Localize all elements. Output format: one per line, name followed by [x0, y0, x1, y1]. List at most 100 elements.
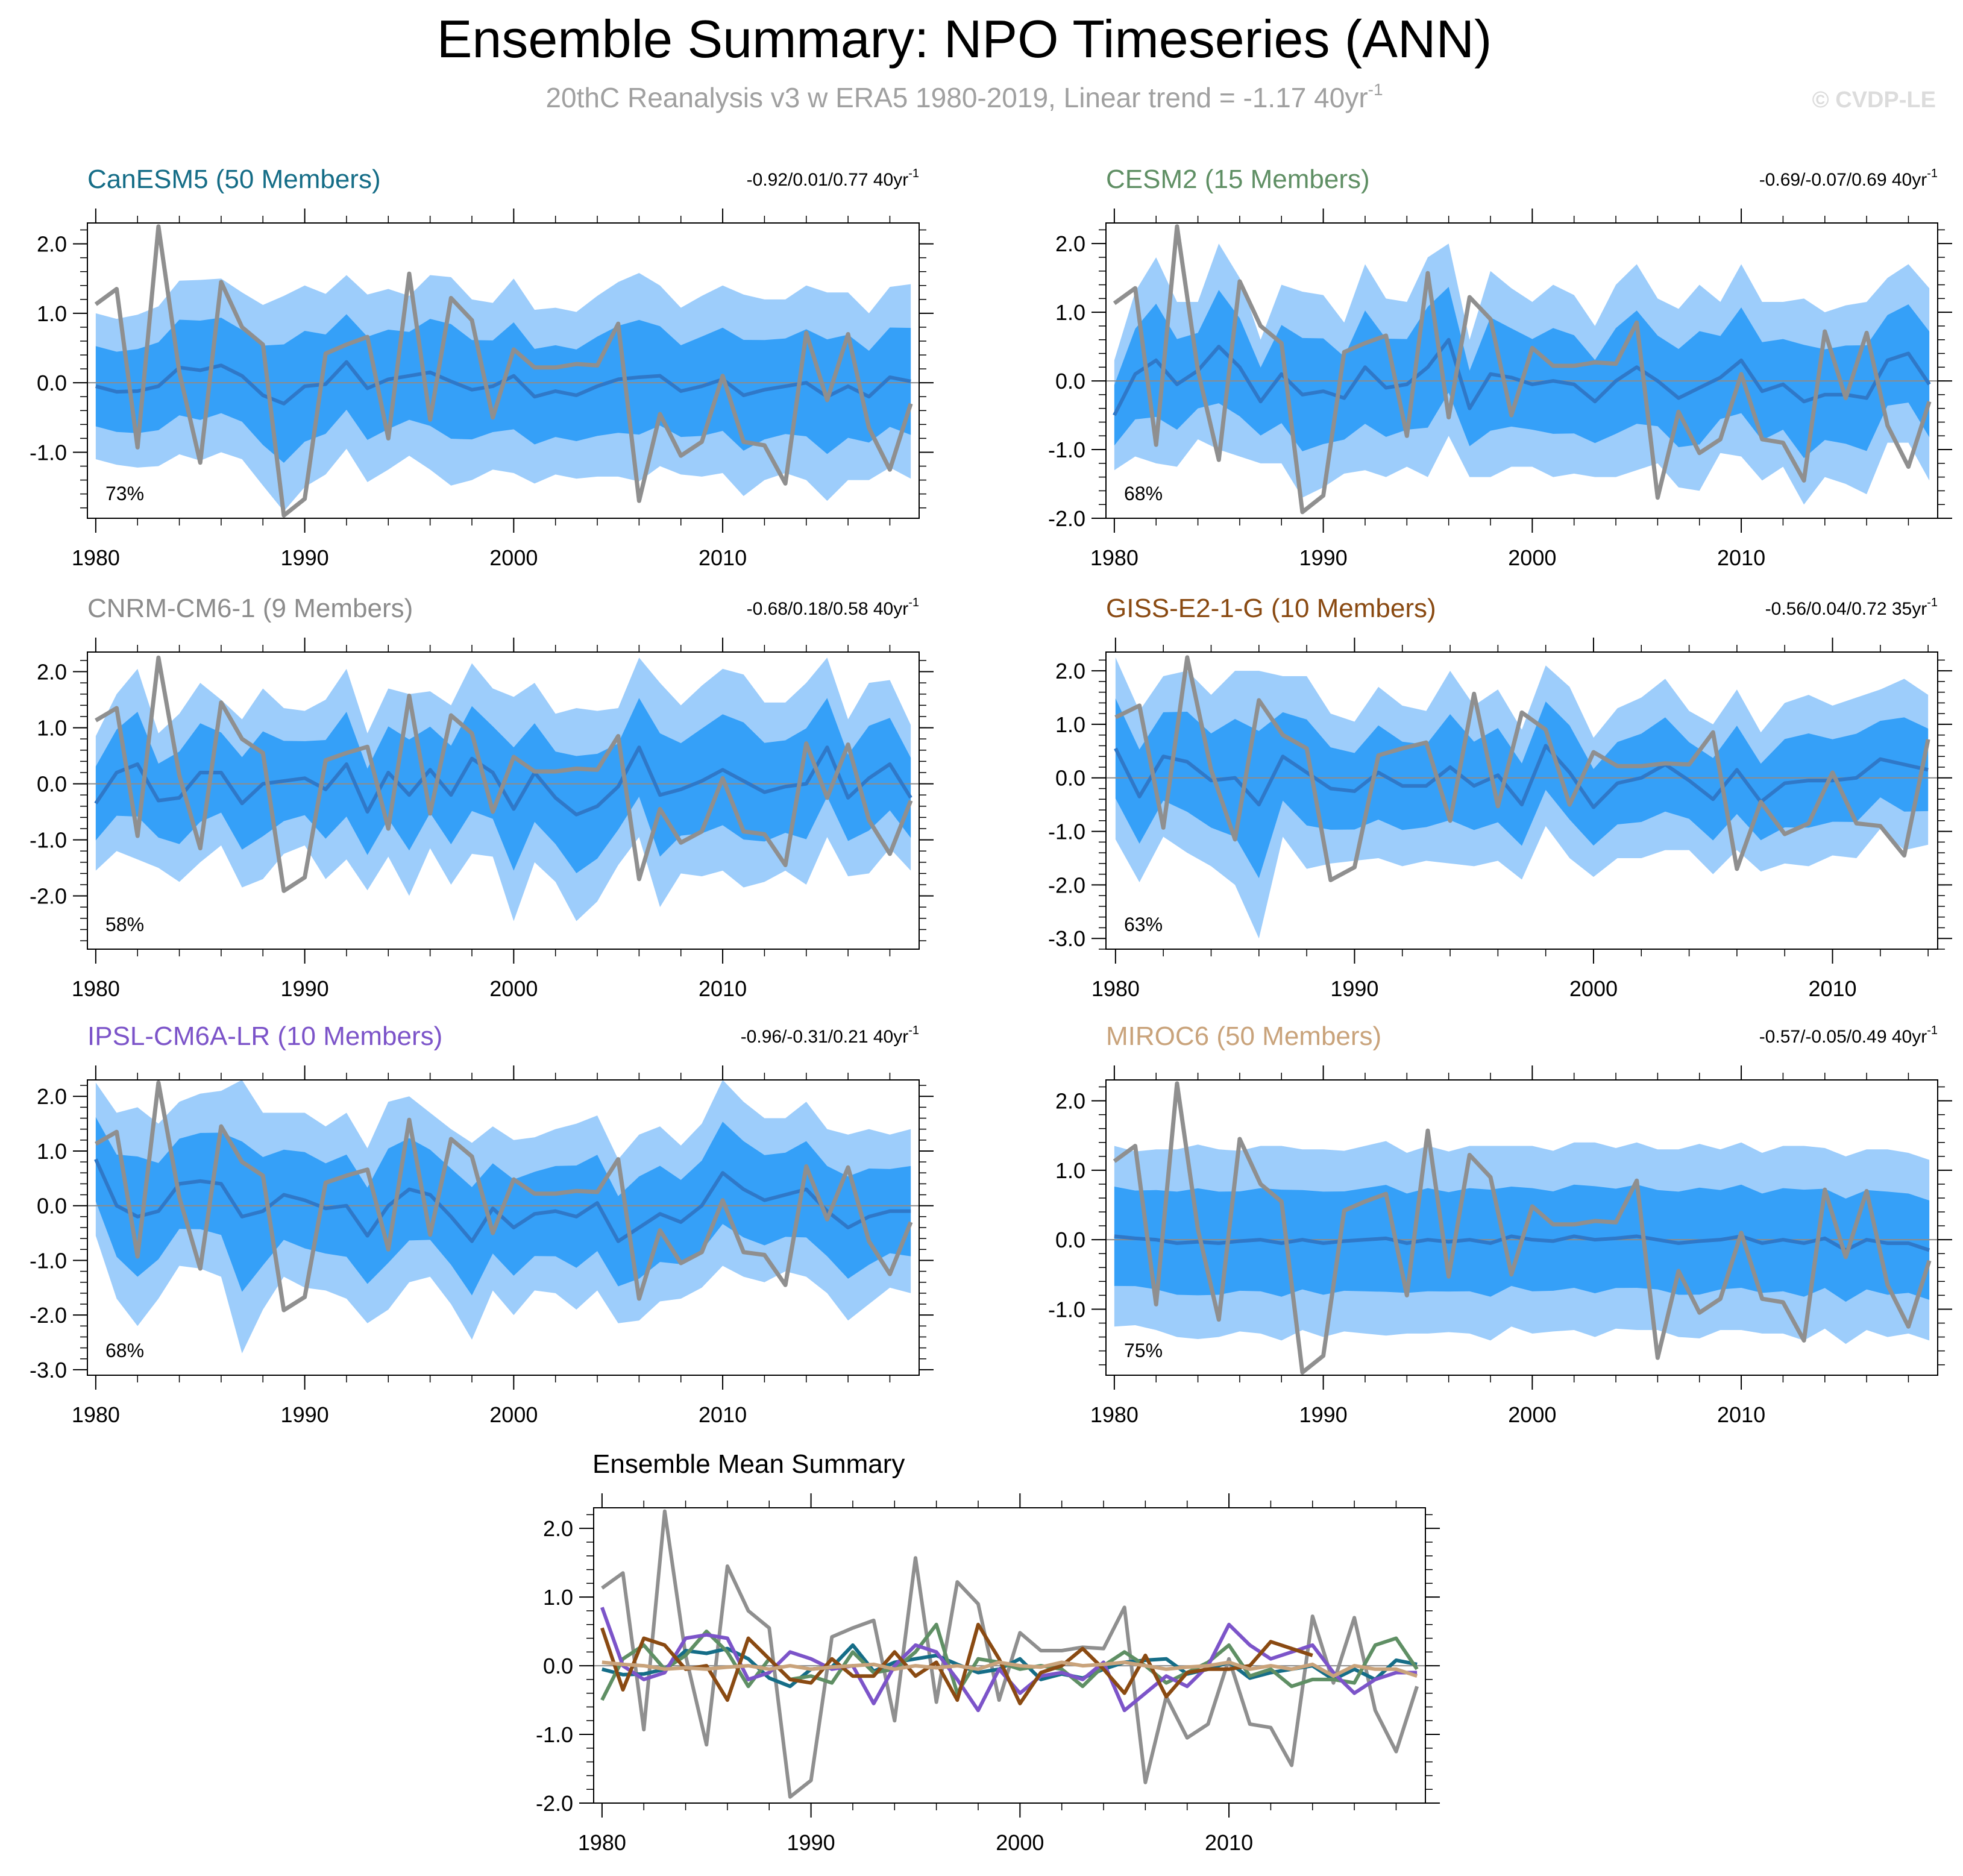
percent-label: 68% — [1124, 483, 1163, 504]
y-tick-label: 0.0 — [1055, 1228, 1085, 1252]
chart-panel-2: -2.0 -1.0 0.0 1.0 2.0 1980 1990 2000 2010 CESM2 (… — [1048, 165, 1952, 570]
trend-label-sup: -1 — [1927, 167, 1938, 180]
series-line-5 — [600, 1622, 1313, 1705]
y-tick-label: -1.0 — [1048, 1297, 1085, 1322]
chart-panel-7: -2.0 -1.0 0.0 1.0 2.0 1980 1990 2000 2010 Ensembl… — [536, 1449, 1440, 1855]
y-tick-label: 1.0 — [37, 716, 67, 741]
y-tick-label: 0.0 — [37, 1194, 67, 1219]
y-tick-label: -2.0 — [30, 1303, 67, 1328]
panel-title: IPSL-CM6A-LR (10 Members) — [87, 1021, 442, 1051]
plot-area — [1106, 1081, 1938, 1375]
trend-label: -0.68/0.18/0.58 40yr-1 — [747, 596, 919, 619]
x-tick-label: 1980 — [1090, 545, 1139, 570]
trend-label-sup: -1 — [1927, 1024, 1938, 1037]
y-tick-label: 0.0 — [1055, 369, 1085, 394]
x-tick-label: 2010 — [1717, 1402, 1765, 1427]
percent-label: 75% — [1124, 1340, 1163, 1361]
plot-frame — [1105, 1079, 1938, 1376]
plot-area — [87, 655, 919, 921]
watermark: © CVDP-LE — [1812, 87, 1936, 113]
x-tick-label: 1980 — [72, 545, 120, 570]
panel-title: GISS-E2-1-G (10 Members) — [1106, 594, 1436, 623]
ensemble-mean-line — [94, 1158, 911, 1243]
y-tick-label: 1.0 — [1055, 712, 1085, 737]
x-tick-label: 2010 — [1808, 976, 1856, 1001]
x-tick-label: 1980 — [72, 976, 120, 1001]
x-tick-label: 2000 — [489, 1402, 538, 1427]
spread-band-inner — [1114, 286, 1930, 459]
x-tick-label: 2010 — [699, 545, 747, 570]
ensemble-mean-line — [1114, 744, 1929, 809]
x-tick-label: 2010 — [699, 976, 747, 1001]
observed-line — [1114, 655, 1930, 882]
trend-label: -0.92/0.01/0.77 40yr-1 — [747, 167, 919, 190]
y-tick-label: 1.0 — [543, 1585, 573, 1610]
x-tick-label: 2000 — [489, 976, 538, 1001]
panel-title: MIROC6 (50 Members) — [1106, 1021, 1381, 1051]
percent-label: 58% — [105, 914, 144, 935]
trend-label-text: -0.96/-0.31/0.21 40yr — [741, 1027, 909, 1047]
x-tick-label: 1990 — [1299, 545, 1348, 570]
percent-label: 68% — [105, 1340, 144, 1361]
trend-label: -0.57/-0.05/0.49 40yr-1 — [1759, 1024, 1938, 1047]
y-tick-label: -1.0 — [30, 1248, 67, 1273]
y-tick-label: 2.0 — [1055, 659, 1085, 683]
observed-line — [1113, 224, 1932, 515]
x-tick-label: 1990 — [281, 545, 329, 570]
trend-label-text: -0.69/-0.07/0.69 40yr — [1759, 170, 1927, 190]
trend-label-text: -0.57/-0.05/0.49 40yr — [1759, 1027, 1927, 1047]
chart-panel-3: -2.0 -1.0 0.0 1.0 2.0 1980 1990 2000 2010 CNRM-CM… — [30, 594, 934, 1001]
y-tick-label: 2.0 — [543, 1516, 573, 1541]
y-tick-label: 1.0 — [37, 301, 67, 326]
y-tick-label: -1.0 — [1048, 438, 1085, 462]
plot-frame — [87, 651, 920, 950]
y-tick-label: 2.0 — [37, 1084, 67, 1109]
x-tick-label: 1980 — [72, 1402, 120, 1427]
spread-band-inner — [1115, 698, 1929, 879]
trend-label-sup: -1 — [908, 1024, 919, 1037]
trend-label: -0.56/0.04/0.72 35yr-1 — [1765, 596, 1938, 619]
y-tick-label: 0.0 — [543, 1654, 573, 1678]
x-tick-label: 1980 — [1091, 976, 1140, 1001]
panel-title: CanESM5 (50 Members) — [87, 165, 381, 194]
x-tick-label: 2000 — [996, 1830, 1044, 1855]
trend-label-sup: -1 — [1927, 596, 1938, 609]
x-tick-label: 1990 — [787, 1830, 835, 1855]
chart-panel-6: -1.0 0.0 1.0 2.0 1980 1990 2000 2010 MIROC6 (50 … — [1048, 1021, 1952, 1427]
chart-panels: -1.0 0.0 1.0 2.0 1980 1990 2000 2010 CanESM5 (50… — [30, 165, 1952, 1855]
y-tick-label: -1.0 — [30, 828, 67, 853]
y-tick-label: -2.0 — [1048, 506, 1085, 531]
figure-subtitle-sup: -1 — [1368, 80, 1383, 99]
series-line-1 — [601, 1509, 1419, 1799]
trend-label-text: -0.56/0.04/0.72 35yr — [1765, 599, 1927, 619]
y-tick-label: -3.0 — [30, 1358, 67, 1382]
trend-label-sup: -1 — [908, 167, 919, 180]
y-tick-label: 1.0 — [1055, 1158, 1085, 1183]
x-tick-label: 1980 — [578, 1830, 626, 1855]
y-tick-label: -2.0 — [1048, 873, 1085, 897]
plot-area — [594, 1509, 1425, 1799]
y-tick-label: -1.0 — [536, 1722, 573, 1747]
ensemble-mean-line — [94, 745, 912, 817]
x-tick-label: 2000 — [1508, 1402, 1556, 1427]
percent-label: 73% — [105, 483, 144, 504]
y-tick-label: -1.0 — [1048, 820, 1085, 844]
x-tick-label: 1990 — [281, 976, 329, 1001]
y-tick-label: -3.0 — [1048, 926, 1085, 951]
series-line-6 — [601, 1660, 1418, 1678]
y-tick-label: 2.0 — [37, 232, 67, 257]
observed-line — [95, 1081, 913, 1313]
observed-line — [94, 224, 913, 518]
observed-line — [95, 655, 913, 893]
y-tick-label: -2.0 — [536, 1791, 573, 1816]
x-tick-label: 2010 — [1205, 1830, 1253, 1855]
x-tick-label: 2000 — [1569, 976, 1618, 1001]
y-tick-label: -2.0 — [30, 884, 67, 909]
y-tick-label: 0.0 — [37, 371, 67, 395]
x-tick-label: 2010 — [1717, 545, 1765, 570]
observed-line — [1113, 1081, 1932, 1375]
plot-frame — [593, 1507, 1426, 1804]
plot-frame — [1105, 222, 1938, 519]
x-tick-label: 1980 — [1090, 1402, 1139, 1427]
